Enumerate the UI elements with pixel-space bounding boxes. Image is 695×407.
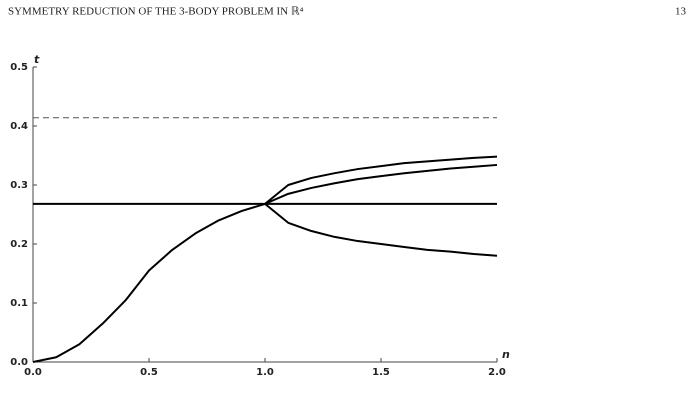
x-tick-label: 1.5 [372,367,390,378]
x-tick-label: 0.0 [24,367,42,378]
x-tick-label: 0.5 [140,367,158,378]
y-tick-label: 0.1 [10,298,28,309]
running-title: SYMMETRY REDUCTION OF THE 3-BODY PROBLEM… [8,6,304,18]
curve [264,155,498,205]
y-tick-label: 0.4 [10,121,28,132]
y-tick-label: 0.5 [10,62,28,73]
y-tick-label: 0.2 [10,239,28,250]
y-tick-label: 0.0 [10,357,28,368]
y-axis-label: t [34,53,40,66]
y-tick-label: 0.3 [10,180,28,191]
page-number: 13 [675,6,687,18]
curve [32,163,498,363]
x-tick-label: 1.0 [256,367,274,378]
curve [264,203,498,257]
x-tick-label: 2.0 [488,367,506,378]
chart: 0.0 0.1 0.2 0.3 0.4 0.5 0.0 0.5 1.0 1.5 2.0 t n [10,53,510,378]
x-axis-label: n [502,348,510,361]
